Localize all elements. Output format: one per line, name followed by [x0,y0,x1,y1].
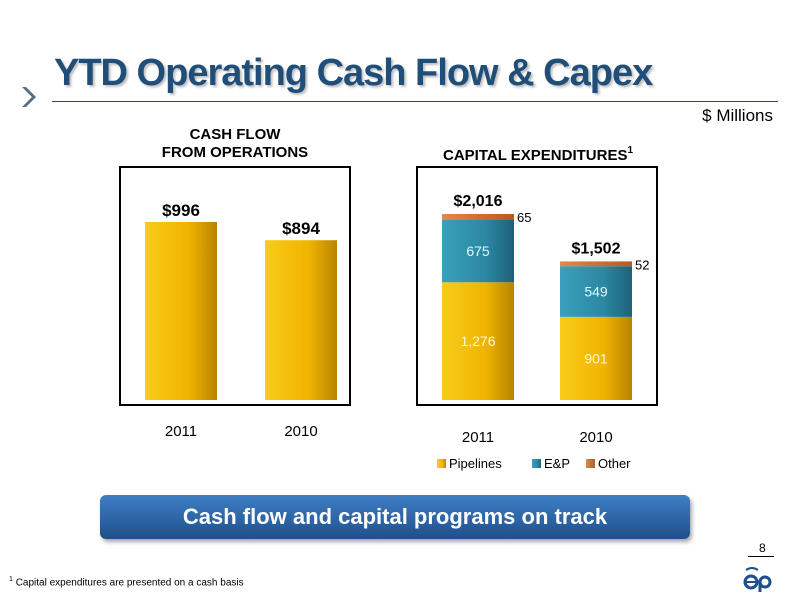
capex-segment-label: 675 [466,243,490,259]
cashflow-chart-title-line1: CASH FLOW [190,126,282,143]
legend-label: Other [598,456,631,471]
legend-label: E&P [544,456,570,471]
capex-bar-pipelines-2010 [560,316,632,400]
legend-swatch-ep [532,459,541,468]
capex-bar-ep-2010 [560,266,632,317]
cashflow-x-tick: 2010 [284,423,317,440]
capex-segment-label: 1,276 [460,333,495,349]
capex-bar-pipelines-2011 [442,282,514,400]
legend-swatch-pipelines [437,459,446,468]
capex-x-tick: 2011 [462,429,494,446]
cashflow-chart-title-line2: FROM OPERATIONS [162,144,308,161]
legend-label: Pipelines [449,456,502,471]
capex-segment-label: 549 [584,284,608,300]
footnote-text: Capital expenditures are presented on a … [15,577,244,589]
capex-chart-title: CAPITAL EXPENDITURES1 [443,145,633,164]
cashflow-value-label: $996 [162,201,200,220]
capex-total-label: $2,016 [454,193,503,210]
footnote: 1 Capital expenditures are presented on … [9,576,244,588]
cashflow-plot-frame [119,166,351,406]
chevron-right-icon [22,87,36,107]
capex-total-label: $1,502 [572,240,621,257]
ep-logo [743,567,772,592]
capex-x-tick: 2010 [579,429,612,446]
summary-banner: Cash flow and capital programs on track [100,495,690,539]
capex-other-label: 52 [635,257,649,272]
cashflow-bar-2010 [265,240,337,400]
title-divider [52,101,778,102]
units-label: $ Millions [702,106,773,125]
capex-segment-label: 901 [584,350,608,366]
cashflow-bar-2011 [145,222,217,400]
page-number: 8 [759,541,766,555]
page-title: YTD Operating Cash Flow & Capex [54,52,653,94]
legend-swatch-other [586,459,595,468]
capex-other-label: 65 [517,210,531,225]
cashflow-value-label: $894 [282,219,320,238]
capex-bar-ep-2011 [442,219,514,283]
capex-plot-frame [416,166,658,406]
capex-bar-other-2011 [442,214,514,220]
page-number-rule [748,556,774,557]
footnote-mark: 1 [9,576,13,583]
cashflow-x-tick: 2011 [165,423,197,440]
capex-bar-other-2010 [560,261,632,267]
